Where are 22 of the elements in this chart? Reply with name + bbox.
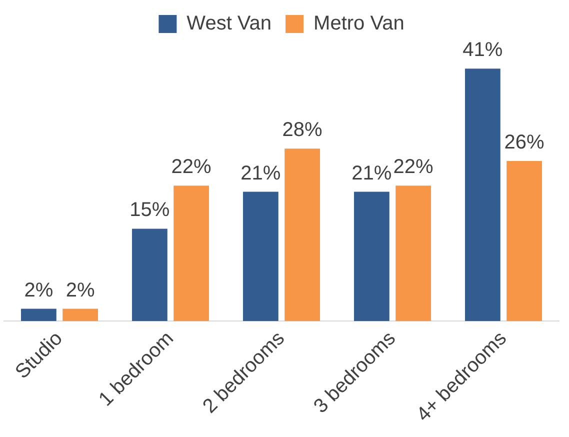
data-label: 2% (24, 279, 54, 302)
legend-label: Metro Van (314, 12, 404, 35)
data-label: 21% (352, 162, 392, 184)
data-label: 41% (462, 39, 503, 62)
data-label: 2% (66, 279, 95, 302)
data-label: 15% (130, 199, 170, 222)
bar (174, 186, 210, 322)
bar (396, 186, 432, 322)
bar (284, 148, 320, 322)
data-label: 26% (504, 132, 545, 154)
bar (506, 160, 542, 322)
bar (242, 192, 278, 322)
data-label: 21% (240, 162, 281, 184)
data-label: 22% (393, 156, 434, 178)
bar (20, 308, 56, 322)
bar (132, 228, 168, 322)
bar (354, 192, 390, 322)
legend-label: West Van (186, 12, 272, 35)
data-label: 22% (171, 156, 212, 178)
bar (62, 308, 98, 322)
bar (464, 68, 500, 322)
data-label: 28% (282, 119, 323, 142)
